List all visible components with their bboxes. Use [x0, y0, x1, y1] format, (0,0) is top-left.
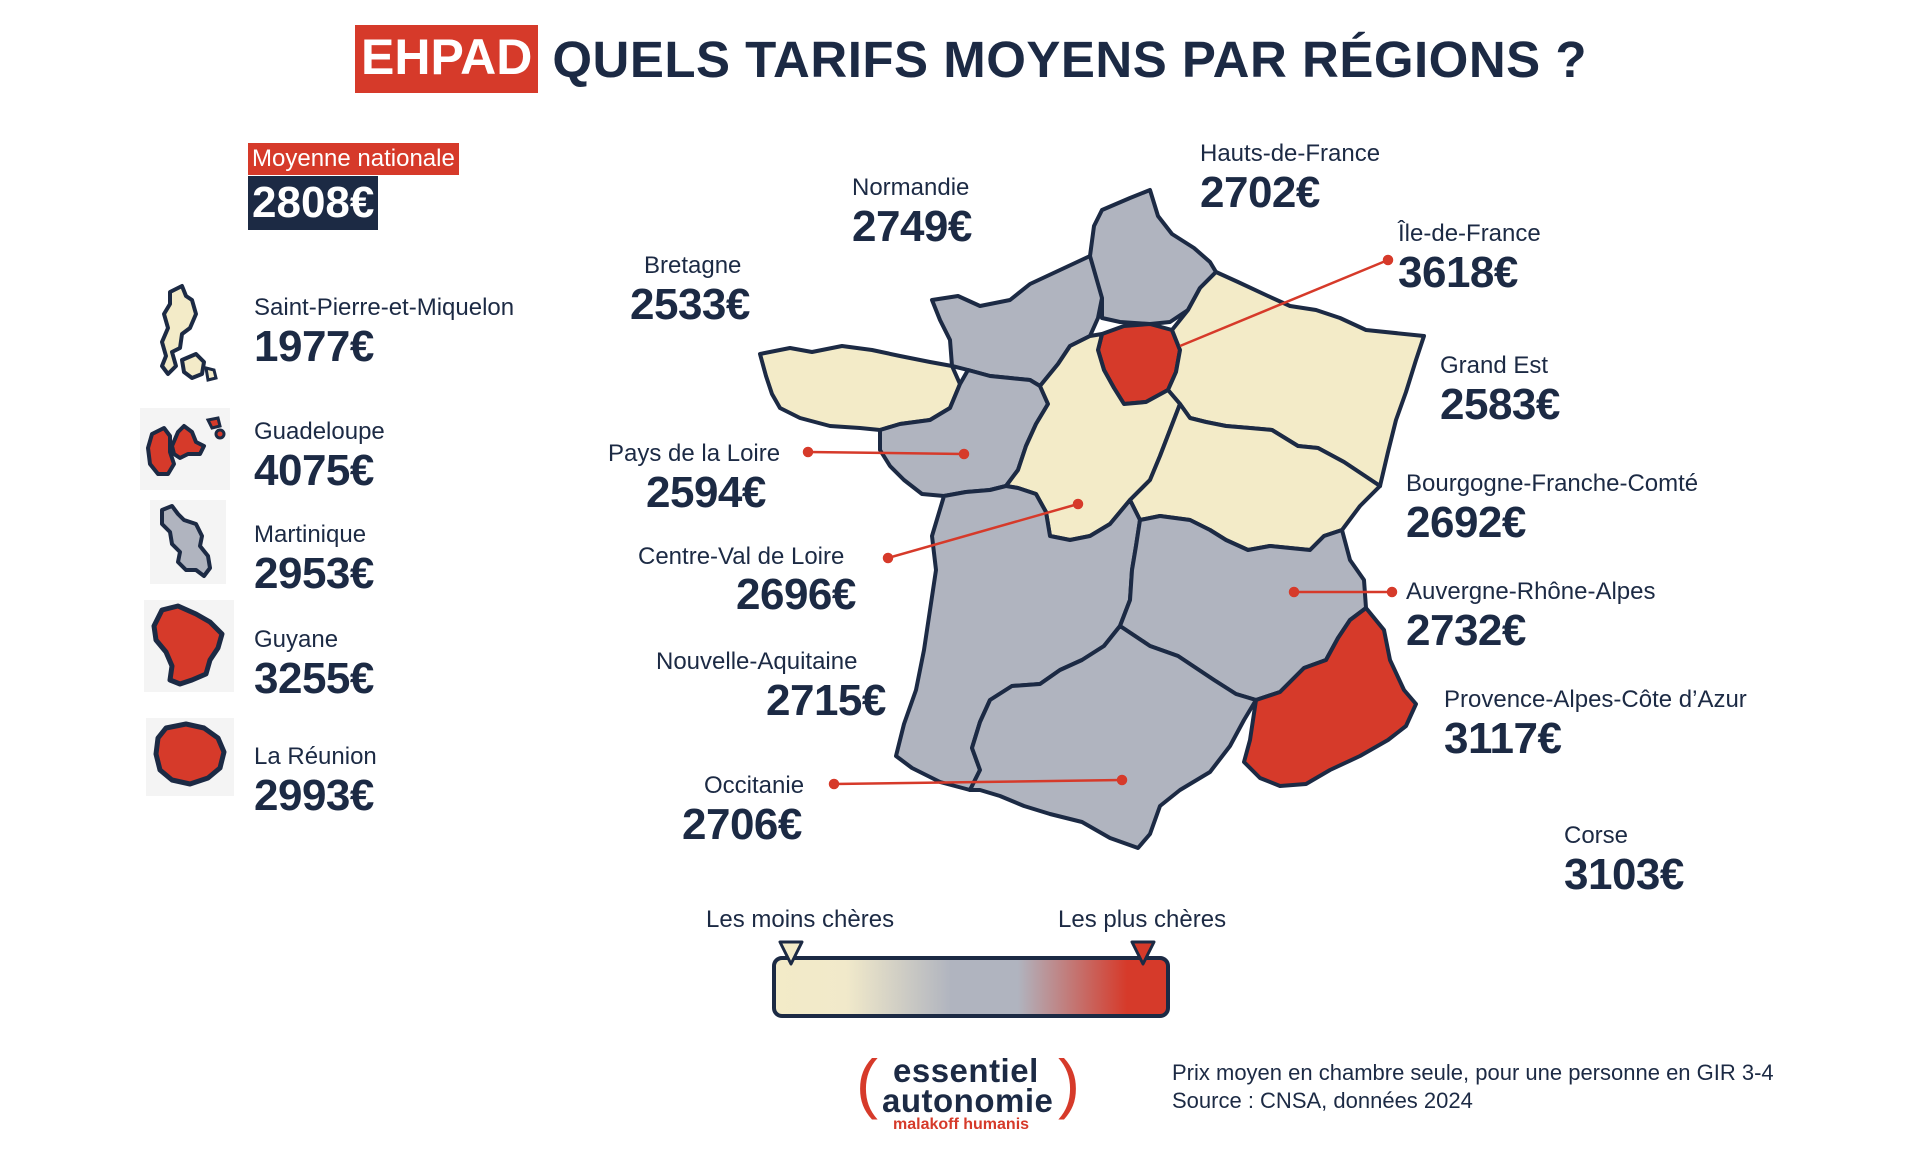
region-price-nouvelle-aquitaine: 2715€ [766, 676, 886, 725]
overseas-name-la-reunion: La Réunion [254, 743, 377, 770]
region-occitanie [968, 624, 1258, 850]
region-name-bretagne: Bretagne [644, 252, 742, 279]
region-name-grand-est: Grand Est [1440, 352, 1549, 379]
logo-line-1: essentiel [893, 1052, 1039, 1089]
region-price-pays-de-la-loire: 2594€ [646, 468, 766, 517]
logo-line-2: autonomie [882, 1082, 1054, 1119]
logo-left-parenthesis: ( [856, 1046, 878, 1120]
title-text: QUELS TARIFS MOYENS PAR RÉGIONS ? [552, 30, 1588, 88]
region-name-ile-de-france: Île-de-France [1398, 220, 1541, 247]
overseas-price-saint-pierre-et-miquelon: 1977€ [254, 322, 374, 371]
region-price-auvergne-rhone-alpes: 2732€ [1406, 606, 1526, 655]
region-name-hauts-de-france: Hauts-de-France [1200, 140, 1381, 167]
overseas-name-guadeloupe: Guadeloupe [254, 418, 385, 445]
guadeloupe-shape [140, 408, 230, 490]
region-bretagne [758, 344, 962, 432]
overseas-price-guyane: 3255€ [254, 654, 374, 703]
legend-min-marker-icon [778, 940, 804, 966]
region-hauts-de-france [1088, 188, 1218, 326]
logo-right-parenthesis: ) [1058, 1046, 1080, 1120]
national-average-value: 2808€ [248, 176, 379, 230]
region-price-hauts-de-france: 2702€ [1200, 168, 1320, 217]
region-name-bourgogne-franche-comte: Bourgogne-Franche-Comté [1406, 470, 1699, 497]
national-average-label: Moyenne nationale [248, 143, 459, 175]
overseas-price-la-reunion: 2993€ [254, 771, 374, 820]
region-name-auvergne-rhone-alpes: Auvergne-Rhône-Alpes [1406, 578, 1656, 605]
region-price-bourgogne-franche-comte: 2692€ [1406, 498, 1526, 547]
region-name-pays-de-la-loire: Pays de la Loire [608, 440, 781, 467]
region-price-provence-alpes-cote-d-azur: 3117€ [1444, 714, 1562, 763]
overseas-name-martinique: Martinique [254, 521, 367, 548]
overseas-name-guyane: Guyane [254, 626, 339, 653]
legend-max-marker-icon [1130, 940, 1156, 966]
region-name-normandie: Normandie [852, 174, 970, 201]
legend-max-label: Les plus chères [1058, 906, 1227, 933]
martinique-shape [150, 500, 226, 584]
region-price-occitanie: 2706€ [682, 800, 802, 849]
la-reunion-shape [146, 718, 234, 796]
saint-pierre-et-miquelon-shape [152, 282, 222, 392]
region-price-grand-est: 2583€ [1440, 380, 1560, 429]
region-name-provence-alpes-cote-d-azur: Provence-Alpes-Côte d’Azur [1444, 686, 1747, 713]
region-price-bretagne: 2533€ [630, 280, 750, 329]
region-name-nouvelle-aquitaine: Nouvelle-Aquitaine [656, 648, 858, 675]
france-map [758, 188, 1426, 850]
guyane-shape [144, 600, 234, 692]
legend-min-label: Les moins chères [706, 906, 895, 933]
region-price-centre-val-de-loire: 2696€ [736, 570, 856, 619]
region-provence-alpes-cote-d-azur [1242, 606, 1418, 788]
footnote-line-2: Source : CNSA, données 2024 [1172, 1088, 1473, 1113]
region-price-normandie: 2749€ [852, 202, 972, 251]
legend-gradient-bar [772, 956, 1170, 1018]
logo-line-3: malakoff humanis [893, 1116, 1030, 1133]
footnote-line-1: Prix moyen en chambre seule, pour une pe… [1172, 1060, 1774, 1085]
title-badge: EHPAD [355, 25, 539, 93]
region-price-corse: 3103€ [1564, 850, 1684, 899]
region-name-centre-val-de-loire: Centre-Val de Loire [638, 543, 845, 570]
overseas-name-saint-pierre-et-miquelon: Saint-Pierre-et-Miquelon [254, 294, 515, 321]
overseas-price-martinique: 2953€ [254, 549, 374, 598]
region-price-ile-de-france: 3618€ [1398, 248, 1518, 297]
page-title: EHPAD QUELS TARIFS MOYENS PAR RÉGIONS ? [355, 22, 1587, 96]
overseas-price-guadeloupe: 4075€ [254, 446, 374, 495]
region-name-occitanie: Occitanie [704, 772, 805, 799]
region-name-corse: Corse [1564, 822, 1629, 849]
